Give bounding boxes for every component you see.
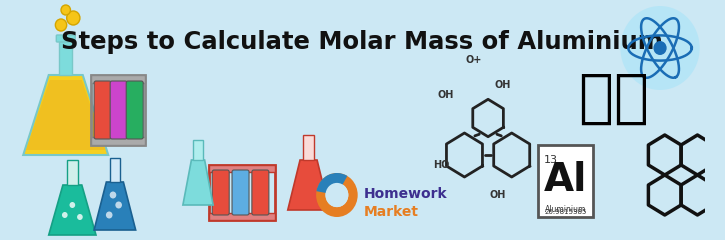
Circle shape: [106, 211, 112, 218]
Text: O+: O+: [465, 55, 482, 65]
FancyBboxPatch shape: [210, 165, 276, 172]
FancyBboxPatch shape: [91, 137, 145, 145]
Text: 26.9815385: 26.9815385: [544, 209, 587, 215]
Circle shape: [109, 192, 116, 198]
Text: 13: 13: [544, 155, 558, 165]
FancyBboxPatch shape: [57, 35, 75, 42]
Circle shape: [316, 173, 357, 217]
Polygon shape: [288, 160, 329, 210]
FancyBboxPatch shape: [91, 75, 145, 83]
FancyBboxPatch shape: [126, 81, 144, 139]
FancyBboxPatch shape: [538, 145, 593, 217]
Polygon shape: [49, 185, 96, 235]
Polygon shape: [59, 40, 72, 75]
Polygon shape: [194, 140, 203, 160]
Circle shape: [62, 212, 67, 218]
Text: OH: OH: [494, 80, 510, 90]
Wedge shape: [316, 173, 347, 195]
Text: Homework: Homework: [363, 187, 447, 201]
Polygon shape: [26, 80, 105, 150]
Text: Aluminium: Aluminium: [545, 204, 587, 214]
FancyBboxPatch shape: [210, 213, 276, 220]
Circle shape: [326, 183, 348, 207]
Text: Steps to Calculate Molar Mass of Aluminium: Steps to Calculate Molar Mass of Alumini…: [62, 30, 663, 54]
Polygon shape: [303, 135, 314, 160]
FancyBboxPatch shape: [94, 81, 111, 139]
Polygon shape: [67, 160, 78, 185]
Circle shape: [115, 202, 122, 209]
FancyBboxPatch shape: [212, 170, 229, 215]
Text: Market: Market: [363, 205, 418, 219]
Circle shape: [55, 19, 67, 31]
Polygon shape: [110, 158, 120, 182]
Circle shape: [621, 6, 700, 90]
FancyBboxPatch shape: [232, 170, 249, 215]
Circle shape: [61, 5, 70, 15]
Circle shape: [77, 214, 83, 220]
Circle shape: [326, 183, 348, 207]
FancyBboxPatch shape: [110, 81, 127, 139]
Polygon shape: [23, 75, 108, 155]
Polygon shape: [94, 182, 136, 230]
Circle shape: [653, 41, 667, 55]
Text: Al: Al: [544, 161, 587, 198]
Circle shape: [70, 202, 75, 208]
Circle shape: [67, 11, 80, 25]
FancyBboxPatch shape: [252, 170, 269, 215]
Text: HO: HO: [433, 160, 449, 170]
Text: OH: OH: [489, 190, 506, 200]
Text: 👩‍🔬: 👩‍🔬: [579, 70, 649, 127]
Text: OH: OH: [437, 90, 454, 100]
Polygon shape: [183, 160, 213, 205]
